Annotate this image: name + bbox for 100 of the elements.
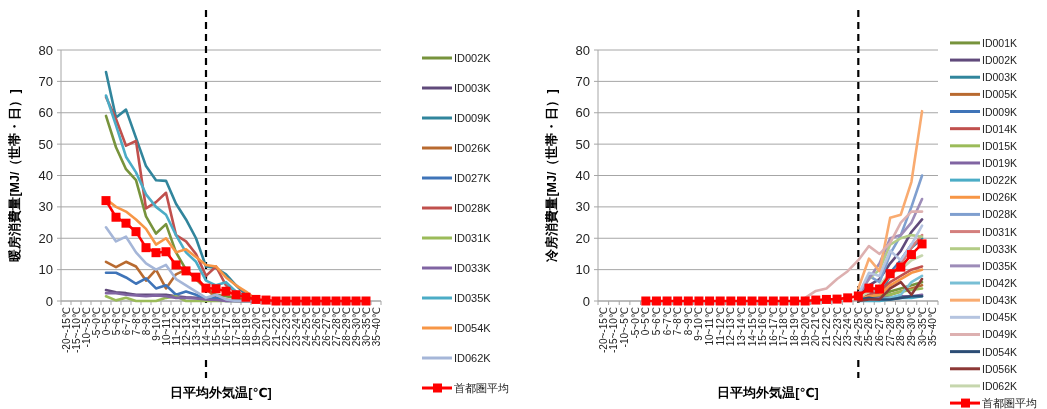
- x-tick-label: 0~5℃: [100, 307, 112, 336]
- y-tick-label: 20: [38, 230, 53, 246]
- x-tick-label: 25~26℃: [863, 307, 875, 347]
- x-tick-label: 19~20℃: [799, 307, 811, 347]
- x-tick-label: -15~-10℃: [70, 307, 82, 353]
- y-tick-label: 0: [45, 293, 53, 309]
- y-tick-label: 10: [38, 262, 53, 278]
- y-tick-label: 80: [575, 42, 590, 58]
- x-tick-label: 16~17℃: [220, 307, 232, 347]
- x-tick-label: 9~10℃: [693, 307, 705, 341]
- x-tick-label: 35~40℃: [927, 307, 939, 347]
- x-tick-label: -20~-15℃: [597, 307, 609, 353]
- y-tick-label: 30: [575, 199, 590, 215]
- x-tick-label: 26~27℃: [874, 307, 886, 347]
- x-tick-label: 15~16℃: [757, 307, 769, 347]
- x-tick-label: 7~8℃: [672, 307, 684, 336]
- x-tick-label: -5~0℃: [90, 307, 102, 339]
- legend-label: ID019K: [982, 156, 1018, 169]
- x-tick-label: 15~16℃: [210, 307, 222, 347]
- legend-label: ID002K: [454, 52, 492, 64]
- y-tick-label: 80: [38, 42, 53, 58]
- x-tick-label: 27~28℃: [330, 307, 342, 347]
- legend-label: ID035K: [982, 259, 1018, 272]
- y-tick-label: 60: [575, 105, 590, 121]
- x-tick-label: 30~35℃: [916, 307, 928, 347]
- legend-label: ID049K: [982, 328, 1018, 341]
- legend-label: ID003K: [982, 71, 1018, 84]
- x-tick-label: 0~5℃: [640, 307, 652, 336]
- x-tick-label: -15~-10℃: [608, 307, 620, 353]
- x-tick-label: 5~6℃: [110, 307, 122, 336]
- legend-label: ID028K: [454, 202, 492, 214]
- legend-label: ID062K: [982, 379, 1018, 392]
- legend-label: ID015K: [982, 139, 1018, 152]
- legend-label: ID042K: [982, 277, 1018, 290]
- x-tick-label: 8~9℃: [682, 307, 694, 336]
- x-tick-label: 22~23℃: [831, 307, 843, 347]
- x-tick-label: 6~7℃: [120, 307, 132, 336]
- x-tick-label: 11~12℃: [170, 307, 182, 346]
- x-tick-label: 20~21℃: [260, 307, 272, 347]
- x-tick-label: -10~-5℃: [80, 307, 92, 348]
- legend-label: ID002K: [982, 54, 1018, 67]
- x-tick-label: 6~7℃: [661, 307, 673, 336]
- x-tick-label: -20~-15℃: [60, 307, 72, 353]
- legend-label: ID031K: [454, 232, 492, 244]
- x-tick-label: 29~30℃: [905, 307, 917, 347]
- x-tick-label: 28~29℃: [340, 307, 352, 347]
- x-tick-label: 7~8℃: [130, 307, 142, 336]
- legend-label: ID054K: [454, 322, 492, 334]
- x-tick-label: 30~35℃: [360, 307, 372, 347]
- x-tick-label: 18~19℃: [789, 307, 801, 347]
- y-tick-label: 50: [575, 136, 590, 152]
- x-tick-label: 8~9℃: [140, 307, 152, 336]
- x-tick-label: 18~19℃: [240, 307, 252, 347]
- x-tick-label: 21~22℃: [820, 307, 832, 347]
- y-tick-label: 70: [575, 73, 590, 89]
- legend-label: ID031K: [982, 225, 1018, 238]
- x-tick-label: 29~30℃: [350, 307, 362, 347]
- legend-label: ID062K: [454, 352, 492, 364]
- legend-label: ID005K: [982, 88, 1018, 101]
- x-tick-label: -5~0℃: [629, 307, 641, 339]
- legend-label: ID033K: [982, 242, 1018, 255]
- x-tick-label: 22~23℃: [280, 307, 292, 347]
- y-tick-label: 40: [38, 168, 53, 183]
- legend-label: ID014K: [982, 122, 1018, 135]
- legend-label: 首都圏平均: [982, 397, 1037, 409]
- x-tick-label: 14~15℃: [746, 307, 758, 347]
- legend-label: 首都圏平均: [454, 382, 509, 394]
- legend-label: ID022K: [982, 174, 1018, 187]
- legend-label: ID035K: [454, 292, 492, 304]
- y-tick-label: 10: [575, 262, 590, 278]
- x-axis-title: 日平均外気温[℃]: [717, 386, 819, 400]
- x-tick-label: 16~17℃: [767, 307, 779, 347]
- x-axis-title: 日平均外気温[℃]: [170, 386, 272, 400]
- legend-label: ID009K: [982, 105, 1018, 118]
- legend-label: ID001K: [982, 36, 1018, 49]
- x-tick-label: 24~25℃: [852, 307, 864, 347]
- x-tick-label: 23~24℃: [290, 307, 302, 347]
- x-tick-label: 23~24℃: [842, 307, 854, 347]
- x-tick-label: 12~13℃: [725, 307, 737, 347]
- y-tick-label: 70: [38, 73, 53, 89]
- x-tick-label: 25~26℃: [310, 307, 322, 347]
- x-tick-label: 5~6℃: [650, 307, 662, 336]
- y-tick-label: 60: [38, 105, 53, 121]
- x-tick-label: 17~18℃: [230, 307, 242, 347]
- legend-label: ID027K: [454, 172, 492, 184]
- y-tick-label: 50: [38, 136, 53, 152]
- legend-label: ID033K: [454, 262, 492, 274]
- legend-label: ID045K: [982, 311, 1018, 324]
- x-tick-label: 27~28℃: [884, 307, 896, 347]
- legend-label: ID009K: [454, 112, 492, 124]
- legend-label: ID026K: [982, 191, 1018, 204]
- x-tick-label: 17~18℃: [778, 307, 790, 347]
- legend-label: ID043K: [982, 294, 1018, 307]
- y-tick-label: 40: [575, 168, 590, 183]
- x-tick-label: 13~14℃: [190, 307, 202, 347]
- x-tick-label: 10~11℃: [160, 307, 172, 346]
- y-tick-label: 0: [582, 293, 590, 309]
- x-tick-label: 12~13℃: [180, 307, 192, 347]
- y-tick-label: 20: [575, 230, 590, 246]
- x-tick-label: 35~40℃: [370, 307, 382, 347]
